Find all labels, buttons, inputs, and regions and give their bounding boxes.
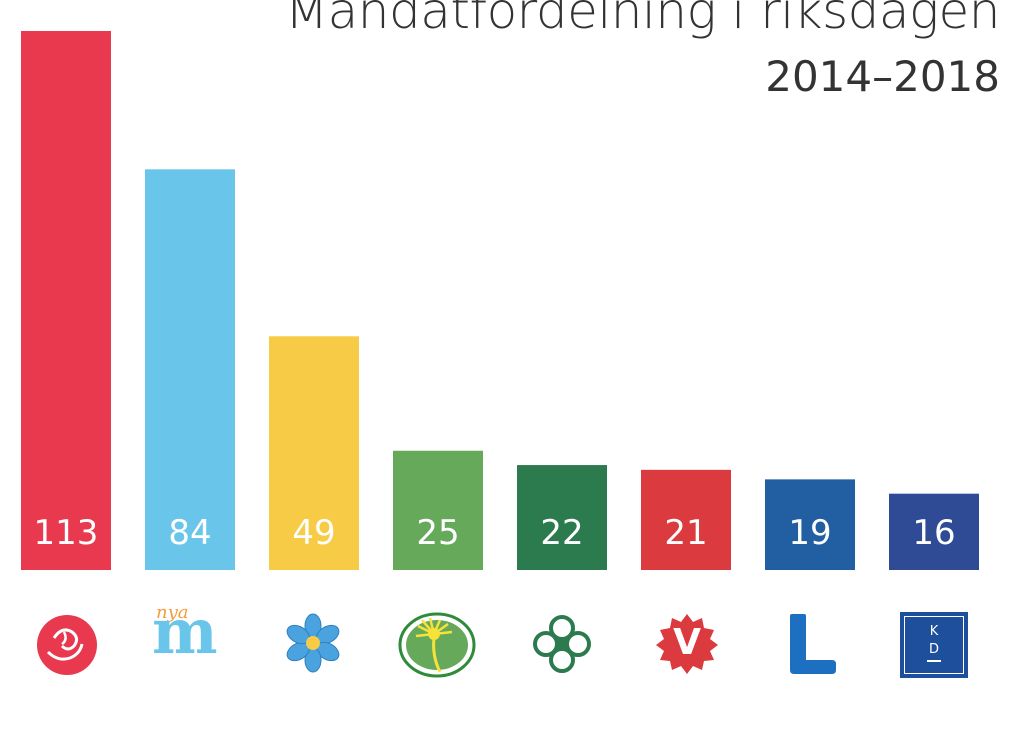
bar-value-label: 16: [912, 513, 955, 553]
bar-chart: 113 84 49 25 22 21 19 16: [21, 31, 979, 570]
vansterpartiet-letter: V: [673, 622, 701, 663]
bar-value-label: 19: [788, 513, 831, 553]
bar-m: [145, 169, 235, 570]
bar-c: [517, 465, 607, 570]
moderaterna-logo: nya m: [150, 600, 230, 664]
kristdemokraterna-logo: K D: [900, 612, 968, 678]
vansterpartiet-badge-shape: [656, 614, 718, 674]
chart-subtitle: 2014–2018: [765, 52, 1000, 101]
bar-sd: [269, 336, 359, 570]
vansterpartiet-logo: V: [656, 612, 718, 674]
bar-kd: [889, 493, 979, 570]
liberalerna-logo: L: [784, 612, 840, 676]
kd-text-bottom: D: [928, 642, 939, 657]
kd-text-top: K: [929, 624, 939, 639]
bar-l: [765, 479, 855, 570]
bar-value-label: 49: [292, 513, 335, 553]
bar-s: [21, 31, 111, 570]
kd-underline: [927, 660, 941, 662]
bar-value-label: 25: [416, 513, 459, 553]
moderaterna-letter: m: [152, 595, 218, 668]
centerpartiet-clover-icon: [533, 615, 591, 673]
bar-value-label: 113: [34, 513, 99, 553]
bar-value-label: 84: [168, 513, 211, 553]
kd-frame: [904, 616, 964, 674]
liberalerna-shape: [790, 614, 836, 674]
sverigedemokraterna-flower-icon: [286, 613, 340, 673]
socialdemokraterna-rose-icon: [37, 615, 97, 675]
miljopartiet-dandelion-icon: [398, 612, 476, 678]
bar-mp: [393, 450, 483, 570]
bar-v: [641, 469, 731, 570]
bar-value-label: 22: [540, 513, 583, 553]
moderaterna-small-text: nya: [156, 602, 189, 623]
chart-title: Mandatfördelning i riksdagen: [285, 0, 1000, 40]
bar-value-label: 21: [664, 513, 707, 553]
